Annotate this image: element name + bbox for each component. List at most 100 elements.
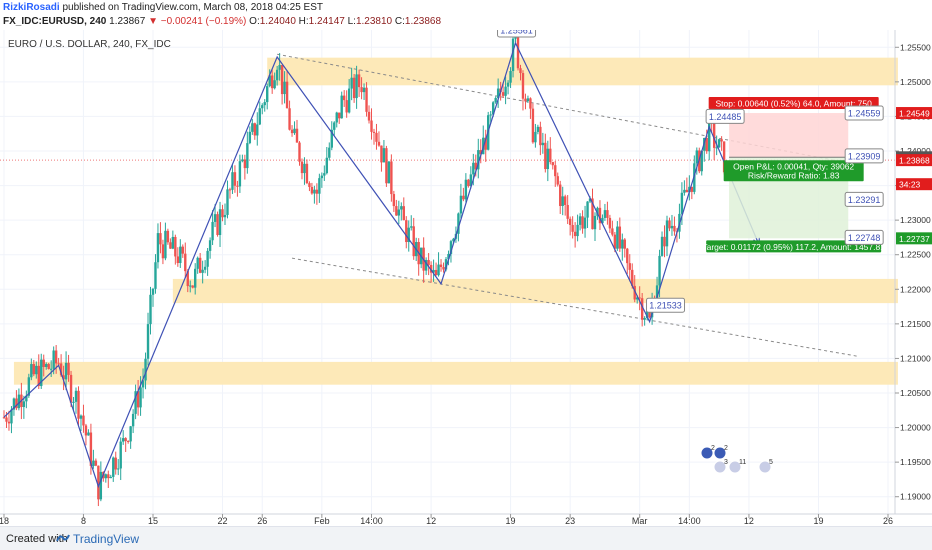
- candle-body: [243, 159, 247, 169]
- chart-header: RizkiRosadi published on TradingView.com…: [0, 0, 932, 30]
- candle-body: [7, 421, 11, 424]
- candle-body: [325, 157, 329, 174]
- candle-body: [407, 227, 410, 243]
- candle-body: [141, 380, 145, 388]
- price-chart[interactable]: Stop: 0.00640 (0.52%) 64.0, Amount: 750 O…: [0, 30, 932, 526]
- candle-body: [571, 224, 574, 232]
- candle-body: [251, 123, 254, 132]
- candle-body: [509, 71, 512, 83]
- candle-body: [159, 233, 162, 245]
- candle-body: [67, 362, 70, 375]
- chart-title: EURO / U.S. DOLLAR, 240, FX_IDC: [8, 39, 171, 50]
- candle-body: [444, 259, 448, 270]
- candle-body: [32, 364, 35, 375]
- candle-body: [84, 425, 88, 436]
- flag-icon[interactable]: [728, 460, 742, 474]
- flag-icon[interactable]: [713, 460, 727, 474]
- candle-body: [236, 185, 239, 187]
- pnl-label: Open P&L: 0.00041, Qty: 39062: [733, 161, 854, 171]
- flag-icon[interactable]: [700, 446, 714, 460]
- candle-body: [333, 122, 336, 130]
- candle-body: [424, 259, 428, 271]
- candle-body: [541, 142, 545, 146]
- candle-body: [49, 368, 53, 370]
- candle-body: [566, 204, 569, 219]
- candle-body: [432, 269, 435, 273]
- candle-body: [169, 242, 172, 249]
- candle-body: [109, 476, 112, 479]
- candle-body: [670, 225, 674, 229]
- candle-body: [22, 401, 26, 407]
- candle-body: [581, 216, 584, 229]
- chart-background: [0, 30, 895, 514]
- price-tag-bg: [896, 178, 932, 191]
- candle-body: [134, 391, 137, 414]
- time-tick-label: 19: [506, 516, 516, 526]
- candle-body: [712, 122, 716, 148]
- stop-label-box: [708, 97, 879, 110]
- flag-icon[interactable]: [713, 446, 727, 460]
- candle-body: [161, 244, 165, 259]
- candle-body: [606, 210, 609, 218]
- candle-body: [355, 74, 358, 99]
- low-label: L:: [347, 16, 356, 27]
- time-tick-label: 8: [81, 516, 86, 526]
- candle-body: [275, 69, 279, 81]
- candle-body: [382, 148, 386, 163]
- time-axis[interactable]: 18 8 15 22 26 Feb 14:00 12 19 23 Mar 14:00 12 19 26: [0, 514, 893, 526]
- price-tick-label: 1.19500: [900, 457, 931, 467]
- candle-body: [477, 150, 480, 170]
- flag-icon[interactable]: [758, 460, 772, 474]
- candle-body: [285, 81, 289, 109]
- candle-body: [402, 206, 405, 221]
- callout-text: 1.24485: [709, 112, 742, 122]
- candle-body: [479, 150, 482, 155]
- candle-body: [583, 217, 587, 229]
- callout-text: 1.23909: [848, 151, 881, 161]
- callout-text: 1.21533: [649, 301, 682, 311]
- candle-body: [636, 297, 639, 300]
- candle-body: [189, 285, 192, 287]
- callout-box: [844, 229, 884, 245]
- candle-body: [660, 236, 664, 256]
- price-tick-label: 1.20500: [900, 388, 931, 398]
- candle-body: [218, 209, 222, 235]
- callout-box: [705, 108, 745, 124]
- candle-body: [233, 172, 237, 186]
- candle-body: [347, 88, 351, 113]
- candle-body: [129, 426, 132, 442]
- candle-body: [439, 264, 443, 268]
- price-tag: 1.23868: [899, 156, 930, 166]
- candle-body: [370, 120, 373, 132]
- candle-body: [501, 92, 505, 96]
- candle-body: [231, 172, 234, 190]
- candle-body: [539, 126, 542, 146]
- time-tick-label: 22: [218, 516, 228, 526]
- price-axis[interactable]: 1.255001.250001.245001.240001.235001.230…: [895, 42, 932, 502]
- candle-body: [377, 141, 381, 146]
- candle-body: [216, 214, 219, 235]
- event-badges[interactable]: 2 2 3 11 5: [700, 445, 773, 474]
- short-position-tool[interactable]: Stop: 0.00640 (0.52%) 64.0, Amount: 750 O…: [702, 97, 885, 253]
- candle-body: [146, 324, 150, 359]
- candle-body: [365, 87, 368, 112]
- candle-body: [266, 86, 269, 103]
- candle-body: [524, 98, 527, 102]
- tradingview-brand[interactable]: TradingView: [73, 532, 140, 546]
- time-tick-label: 14:00: [678, 516, 701, 526]
- candle-body: [521, 73, 525, 99]
- event-count: 5: [769, 459, 773, 466]
- stop-zone[interactable]: [729, 113, 849, 158]
- candle-body: [30, 364, 33, 378]
- zone-rect: [13, 361, 898, 385]
- candle-body: [228, 189, 232, 191]
- event-count: 11: [739, 459, 746, 466]
- candle-body: [149, 294, 152, 325]
- candle-body: [248, 131, 252, 144]
- candle-body: [705, 137, 708, 152]
- author-link[interactable]: RizkiRosadi: [3, 2, 60, 13]
- candle-body: [300, 161, 304, 174]
- candle-body: [357, 74, 361, 88]
- time-tick-label: 19: [813, 516, 823, 526]
- candle-body: [586, 201, 589, 218]
